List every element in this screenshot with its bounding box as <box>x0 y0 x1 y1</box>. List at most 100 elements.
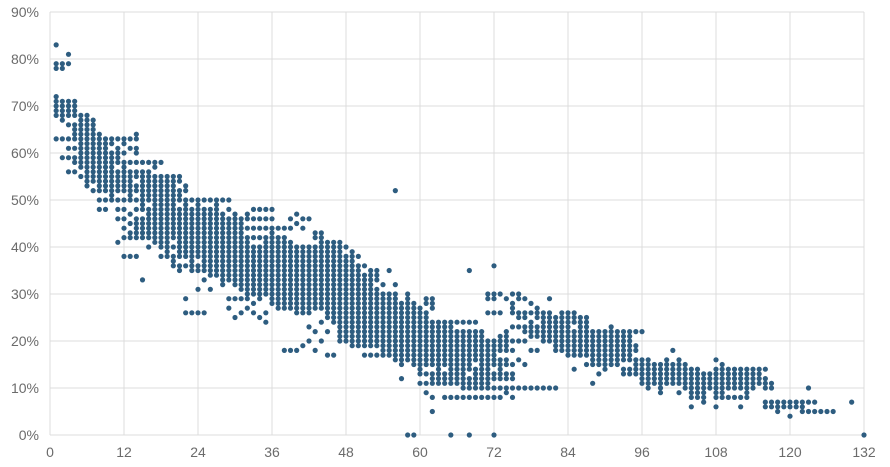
data-point <box>281 291 287 297</box>
data-point <box>355 286 361 292</box>
data-point <box>559 338 565 344</box>
data-point <box>312 235 318 241</box>
data-point <box>361 282 368 288</box>
data-point <box>183 310 189 316</box>
data-point <box>534 385 540 391</box>
data-point <box>109 141 115 147</box>
data-point <box>220 211 226 217</box>
data-point <box>559 310 565 316</box>
data-point <box>460 357 466 363</box>
data-point <box>170 235 176 241</box>
data-point <box>127 145 133 151</box>
data-point <box>491 385 497 391</box>
data-point <box>250 282 257 288</box>
data-point <box>244 291 250 297</box>
data-point <box>133 173 139 180</box>
data-point <box>312 347 318 353</box>
data-point <box>152 173 158 180</box>
data-point <box>645 361 651 368</box>
data-point <box>146 178 152 184</box>
data-point <box>269 267 275 274</box>
data-point <box>195 202 201 208</box>
data-point <box>257 314 263 321</box>
data-point <box>121 164 127 170</box>
data-point <box>195 286 201 292</box>
data-point <box>139 192 146 198</box>
data-point <box>719 376 725 382</box>
data-point <box>294 305 300 311</box>
data-point <box>374 314 380 321</box>
data-point <box>590 343 596 349</box>
data-point <box>96 136 102 142</box>
data-point <box>232 258 238 264</box>
data-point <box>540 329 546 335</box>
data-point <box>152 178 158 184</box>
data-point <box>719 361 725 368</box>
data-point <box>651 361 657 368</box>
data-point <box>287 277 294 283</box>
data-point <box>361 329 368 335</box>
data-point <box>657 385 664 391</box>
data-point <box>318 258 324 264</box>
data-point <box>121 178 127 184</box>
data-point <box>158 230 164 236</box>
data-point <box>664 366 670 372</box>
data-point <box>546 385 553 391</box>
data-point <box>602 347 608 353</box>
data-point <box>577 347 583 353</box>
y-tick-label: 10% <box>11 380 39 396</box>
data-point <box>263 258 269 264</box>
data-point <box>688 394 694 400</box>
data-point <box>762 404 768 410</box>
data-point <box>485 338 491 344</box>
data-point <box>287 258 294 264</box>
data-point <box>220 244 226 250</box>
data-point <box>331 305 337 311</box>
data-point <box>189 235 195 241</box>
data-point <box>546 329 553 335</box>
data-point <box>250 277 257 283</box>
data-point <box>620 357 627 363</box>
data-point <box>565 310 571 316</box>
data-point <box>454 376 460 382</box>
data-point <box>374 310 380 316</box>
data-point <box>238 220 244 227</box>
data-point <box>435 376 442 382</box>
data-point <box>620 338 627 344</box>
data-point <box>713 371 719 377</box>
data-point <box>392 357 398 363</box>
data-point <box>756 366 762 372</box>
data-point <box>509 385 516 391</box>
data-point <box>250 258 257 264</box>
data-point <box>152 183 158 189</box>
data-point <box>257 267 263 274</box>
data-point <box>472 380 479 386</box>
data-point <box>491 376 497 382</box>
data-point <box>516 314 522 321</box>
data-point <box>738 394 744 400</box>
data-point <box>627 338 633 344</box>
data-point <box>392 347 398 353</box>
data-point <box>127 220 133 227</box>
data-point <box>220 282 226 288</box>
data-point <box>442 347 448 353</box>
data-point <box>324 239 331 245</box>
data-point <box>59 98 65 104</box>
data-point <box>614 361 620 368</box>
y-tick-label: 70% <box>11 98 39 114</box>
data-point <box>565 314 571 321</box>
data-point <box>405 347 411 353</box>
data-point <box>331 258 337 264</box>
data-point <box>250 263 257 269</box>
data-point <box>65 122 72 128</box>
data-point <box>355 300 361 306</box>
data-point <box>435 352 442 358</box>
data-point <box>343 282 349 288</box>
data-point <box>127 188 133 194</box>
data-point <box>164 225 170 231</box>
data-point <box>368 272 374 278</box>
data-point <box>220 267 226 274</box>
data-point <box>337 282 343 288</box>
data-point <box>275 305 281 311</box>
data-point <box>386 300 392 306</box>
